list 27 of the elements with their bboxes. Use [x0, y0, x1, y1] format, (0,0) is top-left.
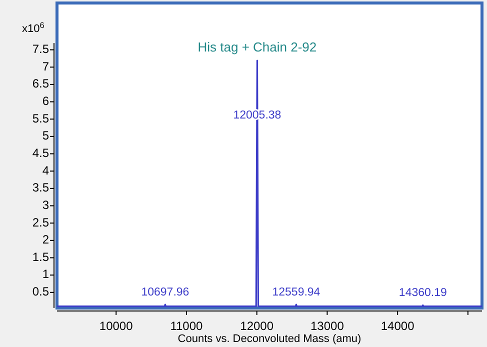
x-tick-label: 14000	[380, 319, 415, 334]
y-tick-label: 5.5	[32, 111, 50, 126]
y-tick-label: 6	[42, 94, 50, 108]
y-tick-label: 3.5	[32, 180, 50, 195]
y-tick-label: 2	[42, 232, 50, 247]
y-axis-title: x10$^{6}$	[22, 20, 45, 35]
annotation: 14360.19	[398, 287, 447, 300]
y-tick-label: 5	[42, 128, 50, 143]
annotation: 12559.94	[272, 286, 321, 299]
y-tick-label: 0.5	[32, 284, 50, 299]
x-axis-title: Counts vs. Deconvoluted Mass (amu)	[178, 332, 362, 345]
annotation: 10697.96	[141, 286, 190, 299]
y-tick-label: 4	[42, 163, 50, 178]
y-tick-label: 3	[42, 198, 50, 212]
x-tick-label: 10000	[99, 319, 134, 334]
y-tick-label: 1.5	[32, 250, 50, 264]
y-tick-label: 7.5	[32, 42, 50, 56]
y-tick-label: 7	[42, 59, 50, 74]
y-tick-label: 1	[42, 267, 50, 282]
x-tick-label: 12000	[240, 319, 274, 334]
y-tick-label: 2.5	[32, 215, 50, 230]
y-tick-label: 6.5	[32, 76, 50, 91]
x-tick-label: 13000	[310, 319, 344, 334]
line-series	[56, 60, 483, 308]
x-tick-label: 11000	[170, 319, 204, 334]
y-tick-label: 4.5	[32, 146, 50, 160]
annotation: His tag + Chain 2-92	[198, 40, 317, 55]
